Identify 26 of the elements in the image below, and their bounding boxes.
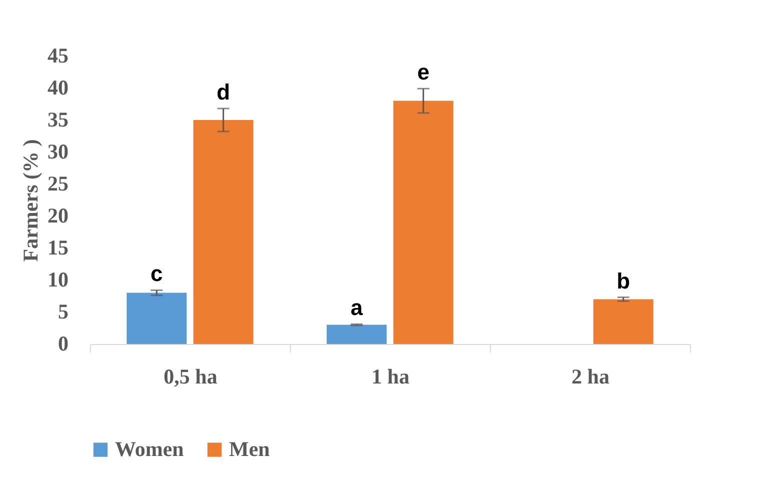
y-tick-label: 45 [48, 44, 68, 68]
legend-label: Men [229, 436, 270, 461]
annotation: d [216, 79, 230, 104]
y-tick-label: 10 [48, 268, 68, 292]
bar [393, 100, 454, 344]
y-tick-label: 30 [48, 140, 68, 164]
annotation: e [417, 60, 430, 85]
y-tick-label: 5 [58, 300, 68, 324]
y-tick-label: 25 [48, 172, 68, 196]
y-axis-title: Farmers (% ) [18, 139, 42, 262]
annotation: a [350, 295, 364, 320]
y-tick-label: 15 [48, 236, 68, 260]
legend-label: Women [115, 436, 184, 461]
y-tick-label: 0 [58, 332, 68, 356]
x-tick-label: 0,5 ha [164, 364, 218, 388]
bar [126, 292, 187, 344]
y-tick-label: 40 [48, 76, 68, 100]
annotation: c [150, 261, 163, 286]
bar [193, 120, 254, 344]
x-tick-label: 1 ha [372, 364, 410, 388]
bar [326, 324, 387, 344]
y-tick-label: 20 [48, 204, 68, 228]
x-tick-label: 2 ha [572, 364, 610, 388]
y-tick-label: 35 [48, 108, 68, 132]
annotation: b [616, 268, 630, 294]
bar [593, 299, 654, 344]
